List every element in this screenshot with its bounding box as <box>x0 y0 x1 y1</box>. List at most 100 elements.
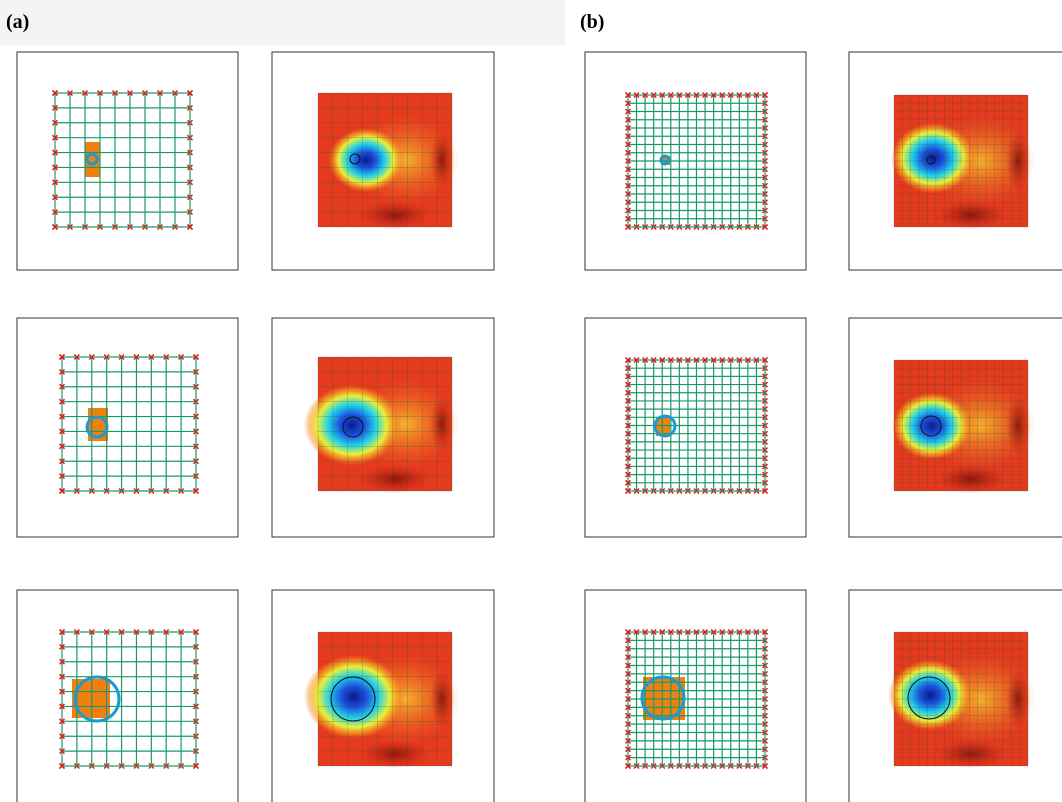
marker <box>624 729 632 736</box>
marker <box>51 149 59 156</box>
marker <box>736 356 743 364</box>
heatmap-dark <box>936 740 1006 768</box>
marker <box>58 703 66 710</box>
marker <box>178 353 185 361</box>
marker <box>186 223 194 231</box>
marker <box>133 628 140 636</box>
marker <box>624 471 632 478</box>
marker <box>624 108 632 115</box>
panel-label: (b) <box>580 11 604 33</box>
marker <box>642 628 649 636</box>
heatmap-dark <box>1006 669 1030 729</box>
heatmap-blob <box>304 654 404 740</box>
marker <box>624 124 632 132</box>
marker <box>178 628 185 636</box>
marker <box>624 637 632 644</box>
marker <box>118 353 125 361</box>
marker <box>192 353 200 361</box>
marker <box>761 91 769 99</box>
marker <box>624 397 632 404</box>
marker <box>624 182 632 189</box>
marker <box>192 487 200 495</box>
marker <box>624 381 632 388</box>
marker <box>51 223 59 231</box>
marker <box>81 89 89 97</box>
marker <box>761 356 769 364</box>
marker <box>633 356 640 364</box>
true-boundary <box>920 415 942 437</box>
marker <box>753 356 760 364</box>
marker <box>624 487 632 495</box>
marker <box>58 718 66 725</box>
marker <box>633 91 640 99</box>
heatmap-blob <box>892 392 972 460</box>
marker <box>624 654 632 661</box>
marker <box>624 207 632 214</box>
marker <box>667 356 674 364</box>
marker <box>761 628 769 636</box>
marker <box>624 356 632 364</box>
heatmap-dark <box>430 669 454 729</box>
marker <box>624 141 632 148</box>
marker <box>624 662 632 669</box>
marker <box>676 91 683 99</box>
inclusion <box>656 417 670 436</box>
marker <box>693 628 700 636</box>
marker <box>58 398 66 405</box>
marker <box>736 91 743 99</box>
marker <box>192 628 200 636</box>
marker <box>753 91 760 99</box>
marker <box>684 628 691 636</box>
marker <box>624 166 632 173</box>
marker <box>702 91 709 99</box>
panel-label: (a) <box>6 11 29 33</box>
heatmap-blob <box>328 127 404 193</box>
true-boundary <box>926 155 936 165</box>
marker <box>88 353 95 361</box>
marker <box>650 91 657 99</box>
marker <box>88 628 95 636</box>
marker <box>51 134 59 141</box>
marker <box>624 373 632 380</box>
marker <box>761 223 769 231</box>
marker <box>58 628 66 636</box>
marker <box>624 116 632 123</box>
marker <box>58 353 66 361</box>
heatmap-dark <box>360 201 430 229</box>
marker <box>624 746 632 753</box>
true-boundary <box>342 416 364 438</box>
marker <box>624 174 632 181</box>
marker <box>633 628 640 636</box>
marker <box>51 194 59 201</box>
marker <box>58 673 66 680</box>
marker <box>624 704 632 711</box>
marker <box>51 164 59 171</box>
panel-frame <box>16 589 239 802</box>
marker <box>58 658 66 665</box>
marker <box>659 91 666 99</box>
marker <box>624 754 632 761</box>
marker <box>744 628 751 636</box>
reconstruction-circle <box>640 675 686 721</box>
marker <box>624 430 632 437</box>
marker <box>624 670 632 677</box>
marker <box>58 688 66 695</box>
marker <box>624 223 632 231</box>
panel-frame <box>584 589 807 802</box>
marker <box>624 645 632 652</box>
marker <box>710 91 717 99</box>
marker <box>163 628 170 636</box>
marker <box>719 356 726 364</box>
heatmap-blob <box>891 122 975 194</box>
marker <box>163 353 170 361</box>
marker <box>624 133 632 140</box>
marker <box>624 737 632 744</box>
marker <box>676 628 683 636</box>
marker <box>624 455 632 462</box>
marker <box>73 353 80 361</box>
marker <box>624 687 632 694</box>
reconstruction-circle <box>85 415 109 439</box>
true-boundary <box>330 676 376 722</box>
